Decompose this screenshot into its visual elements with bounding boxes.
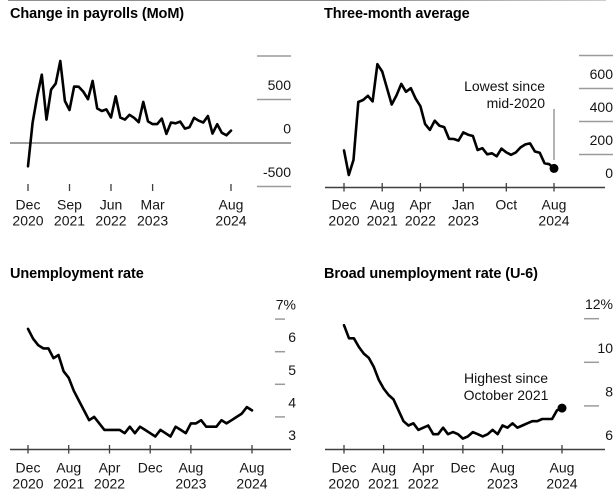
x-axis-label: Sep	[57, 197, 82, 213]
x-axis-label: Aug	[178, 460, 203, 476]
x-axis-label: 2022	[408, 476, 439, 492]
x-axis-label: Dec	[450, 460, 475, 476]
x-axis-label: 2023	[175, 476, 206, 492]
annotation-line: Lowest since	[464, 78, 545, 94]
x-axis-label: 2024	[546, 476, 577, 492]
annotation-line: Highest since	[463, 370, 549, 386]
y-axis-label: 0	[283, 121, 291, 137]
x-axis-label: Dec	[138, 460, 163, 476]
x-axis-label: Aug	[219, 197, 244, 213]
end-point-dot	[549, 163, 559, 173]
y-axis-label: 4	[288, 394, 296, 410]
y-axis-label: 600	[590, 66, 614, 82]
chart-title-three-month-average: Three-month average	[324, 6, 470, 22]
y-axis-label: 12%	[585, 296, 613, 312]
x-axis-label: Dec	[16, 197, 41, 213]
annotation-line: mid-2020	[486, 94, 545, 111]
x-axis-label: 2023	[487, 476, 518, 492]
x-axis-label: Aug	[371, 460, 396, 476]
end-point-dot	[557, 403, 567, 413]
y-axis-label: 400	[590, 99, 614, 115]
x-axis-label: Apr	[412, 460, 434, 476]
cropped-text-remnant	[8, 0, 606, 1]
x-axis-label: 2021	[54, 213, 85, 229]
x-axis-label: 2024	[538, 213, 569, 229]
y-axis-label: 8	[605, 383, 613, 399]
x-axis-label: 2020	[328, 476, 359, 492]
x-axis-label: Dec	[16, 460, 41, 476]
x-axis-label: Aug	[56, 460, 81, 476]
y-axis-label: 200	[590, 132, 614, 148]
x-axis-label: 2020	[12, 213, 43, 229]
x-axis-label: Dec	[332, 460, 357, 476]
data-line	[342, 62, 556, 177]
x-axis-label: 2021	[53, 476, 84, 492]
x-axis-label: Dec	[332, 197, 357, 213]
y-axis-label: 0	[605, 165, 613, 181]
x-axis-label: Jan	[452, 197, 475, 213]
chart-title-unemployment-rate: Unemployment rate	[10, 266, 144, 282]
y-axis-label: 10	[597, 340, 613, 356]
x-axis-label: 2023	[448, 213, 479, 229]
x-axis-label: 2024	[215, 213, 246, 229]
x-axis-label: 2020	[12, 476, 43, 492]
y-axis-label: 3	[288, 427, 296, 443]
y-axis-label: 5	[288, 362, 296, 378]
x-axis-label: Aug	[240, 460, 265, 476]
x-axis-label: 2023	[137, 213, 168, 229]
x-axis-label: Aug	[550, 460, 575, 476]
x-axis-label: Apr	[410, 197, 432, 213]
x-axis-label: 2022	[94, 476, 125, 492]
x-axis-label: Oct	[495, 197, 517, 213]
data-line	[26, 59, 233, 168]
x-axis-label: 2024	[236, 476, 267, 492]
annotation-line: October 2021	[463, 386, 549, 403]
x-axis-label: Aug	[542, 197, 567, 213]
x-axis-label: Aug	[490, 460, 515, 476]
x-axis-label: 2022	[95, 213, 126, 229]
y-axis-label: -500	[263, 164, 291, 180]
x-axis-label: Mar	[141, 197, 165, 213]
annotation-highest-since-october-2021: Highest since October 2021	[464, 370, 549, 403]
chart-title-broad-unemployment-rate: Broad unemployment rate (U-6)	[324, 266, 538, 282]
x-axis-label: 2022	[405, 213, 436, 229]
chart-title-payrolls-mom: Change in payrolls (MoM)	[10, 6, 185, 22]
y-axis-label: 500	[268, 77, 292, 93]
x-axis-label: 2021	[368, 476, 399, 492]
y-axis-label: 6	[288, 329, 296, 345]
annotation-lowest-since-mid-2020: Lowest since mid-2020	[464, 78, 545, 111]
data-line	[26, 327, 254, 438]
y-axis-label: 7%	[276, 297, 296, 313]
x-axis-label: 2021	[367, 213, 398, 229]
x-axis-label: 2020	[328, 213, 359, 229]
y-axis-label: 6	[605, 427, 613, 443]
x-axis-label: Aug	[370, 197, 395, 213]
x-axis-label: Jun	[100, 197, 123, 213]
data-line	[342, 323, 564, 440]
x-axis-label: Apr	[99, 460, 121, 476]
